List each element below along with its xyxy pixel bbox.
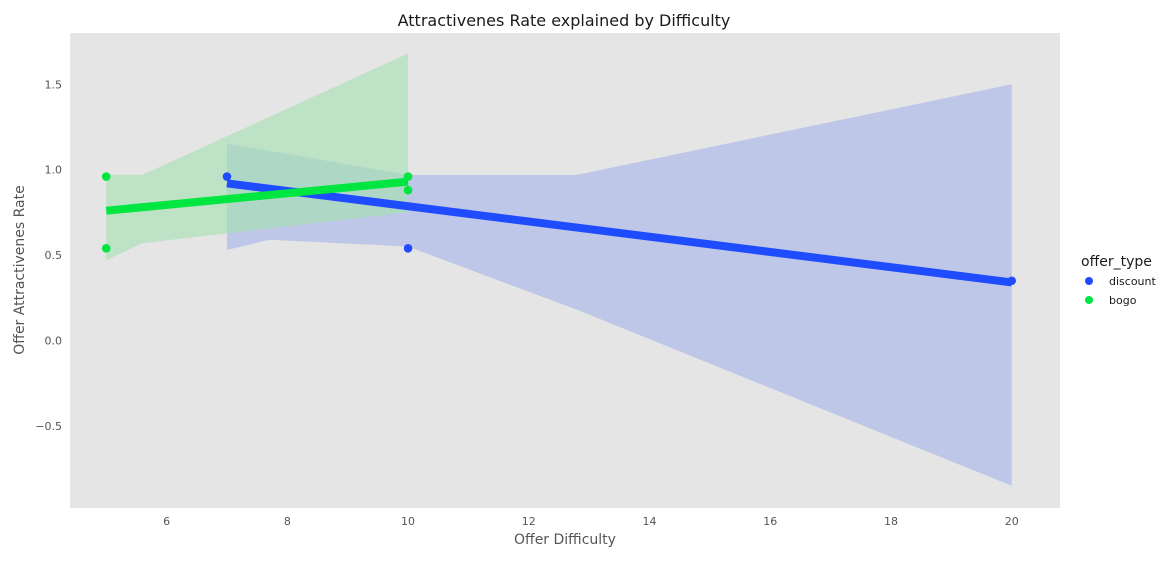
ci-band-discount: [226, 84, 1012, 486]
legend-marker-discount: [1085, 277, 1093, 285]
legend-label-bogo: bogo: [1109, 294, 1137, 307]
x-tick-label: 20: [1005, 515, 1019, 528]
point-discount-2: [1007, 276, 1017, 286]
legend-marker-bogo: [1085, 296, 1093, 304]
y-tick-label: 0.0: [45, 335, 63, 348]
point-discount-0: [222, 172, 232, 181]
point-bogo-2: [403, 172, 413, 181]
legend-label-discount: discount: [1109, 275, 1156, 288]
legend: offer_type discount bogo: [1081, 254, 1156, 307]
point-discount-1: [403, 243, 413, 253]
chart-title: Attractivenes Rate explained by Difficul…: [398, 11, 731, 30]
point-bogo-3: [403, 185, 413, 195]
point-bogo-1: [101, 243, 111, 253]
legend-title: offer_type: [1081, 254, 1152, 270]
x-tick-label: 8: [284, 515, 291, 528]
data-points: [101, 172, 1017, 286]
x-tick-label: 14: [643, 515, 657, 528]
x-tick-label: 10: [401, 515, 415, 528]
x-tick-label: 18: [884, 515, 898, 528]
y-axis-ticks: −0.5 0.0 0.5 1.0 1.5: [35, 78, 62, 433]
y-tick-label: −0.5: [35, 420, 62, 433]
x-tick-label: 12: [522, 515, 536, 528]
y-tick-label: 0.5: [45, 249, 63, 262]
fit-line-bogo: [105, 177, 409, 215]
fit-line-discount: [226, 179, 1013, 287]
x-tick-label: 6: [163, 515, 170, 528]
y-tick-label: 1.5: [45, 78, 63, 91]
y-tick-label: 1.0: [45, 164, 63, 177]
x-tick-label: 16: [763, 515, 777, 528]
confidence-bands: [106, 53, 1012, 486]
x-axis-label: Offer Difficulty: [514, 532, 616, 548]
ci-band-bogo: [106, 53, 409, 261]
y-axis-label: Offer Attractivenes Rate: [12, 185, 28, 354]
point-bogo-0: [101, 172, 111, 181]
regression-lines: [105, 177, 1013, 287]
x-axis-ticks: 6 8 10 12 14 16 18 20: [163, 515, 1019, 528]
